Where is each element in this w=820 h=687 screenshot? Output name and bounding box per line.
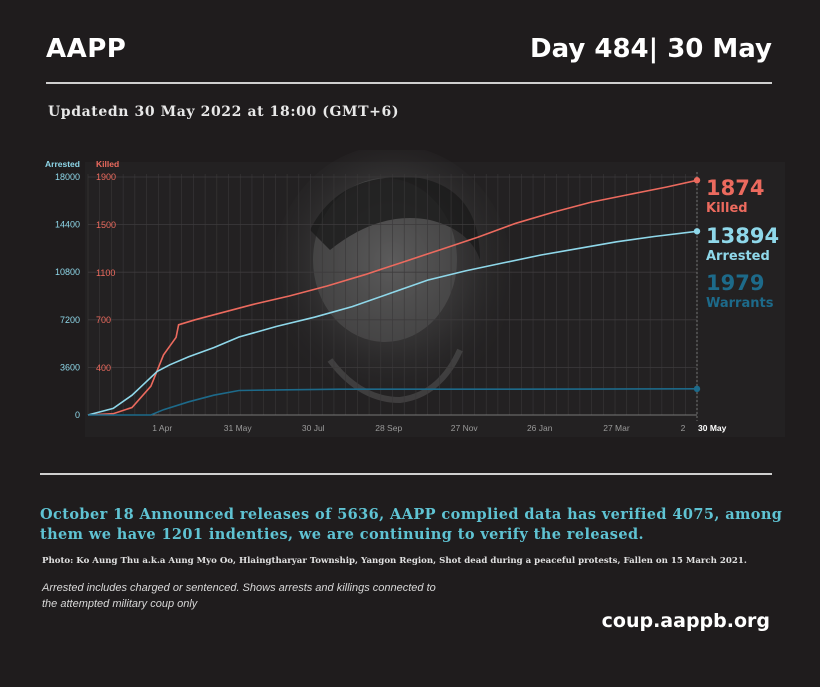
release-announcement: October 18 Announced releases of 5636, A… <box>40 506 783 543</box>
killed-tick-label: 1100 <box>96 268 115 278</box>
org-title: AAPP <box>46 34 127 64</box>
arrested-tick-label: 7200 <box>60 315 80 325</box>
killed-axis-title: Killed <box>96 159 119 169</box>
arrested-tick-label: 10800 <box>55 267 80 277</box>
arrested-tick-label: 0 <box>75 410 80 420</box>
killed-total-value: 1874 <box>706 176 764 200</box>
x-tick-label: 27 Nov <box>451 423 479 433</box>
y-axes: Arrested Killed 0 3600 7200 10800 14400 18000… <box>45 159 119 420</box>
arrested-line <box>87 230 698 416</box>
arrested-total-value: 13894 <box>706 224 779 248</box>
x-tick-label: 28 Sep <box>375 423 402 433</box>
warrants-total-value: 1979 <box>706 271 764 295</box>
day-date-title: Day 484| 30 May <box>530 34 772 64</box>
x-tick-label: 2 <box>681 423 686 433</box>
warrants-line <box>88 388 698 416</box>
photo-credit: Photo: Ko Aung Thu a.k.a Aung Myo Oo, Hl… <box>42 556 747 566</box>
killed-tick-label: 400 <box>96 363 111 373</box>
x-axis: 1 Apr 31 May 30 Jul 28 Sep 27 Nov 26 Jan 27 Ma… <box>88 172 727 433</box>
arrested-axis-title: Arrested <box>45 159 80 169</box>
x-tick-label: 30 Jul <box>302 423 325 433</box>
arrested-tick-label: 14400 <box>55 220 80 230</box>
killed-end-point <box>693 177 701 184</box>
x-tick-label: 27 Mar <box>603 423 630 433</box>
chart-divider <box>40 473 772 475</box>
series-lines <box>87 177 701 416</box>
killed-tick-label: 1500 <box>96 220 116 230</box>
updated-timestamp: Updatedn 30 May 2022 at 18:00 (GMT+6) <box>48 104 400 120</box>
killed-total-label: Killed <box>706 201 748 216</box>
chart-note: Arrested includes charged or sentenced. … <box>42 582 436 610</box>
website-link[interactable]: coup.aappb.org <box>601 610 770 632</box>
arrested-end-point <box>693 228 701 235</box>
warrants-total-label: Warrants <box>706 296 774 311</box>
killed-tick-label: 700 <box>96 315 111 325</box>
x-tick-label: 30 May <box>698 423 727 433</box>
killed-tick-label: 1900 <box>96 172 116 182</box>
casualty-chart: Arrested Killed 0 3600 7200 10800 14400 18000… <box>45 150 785 437</box>
x-tick-label: 31 May <box>224 423 253 433</box>
portrait-photo <box>272 150 512 405</box>
warrants-end-point <box>693 385 701 393</box>
x-tick-label: 1 Apr <box>152 423 172 433</box>
header-divider <box>46 82 772 84</box>
arrested-tick-label: 3600 <box>60 362 80 372</box>
arrested-total-label: Arrested <box>706 249 770 264</box>
arrested-tick-label: 18000 <box>55 172 80 182</box>
x-tick-label: 26 Jan <box>527 423 553 433</box>
